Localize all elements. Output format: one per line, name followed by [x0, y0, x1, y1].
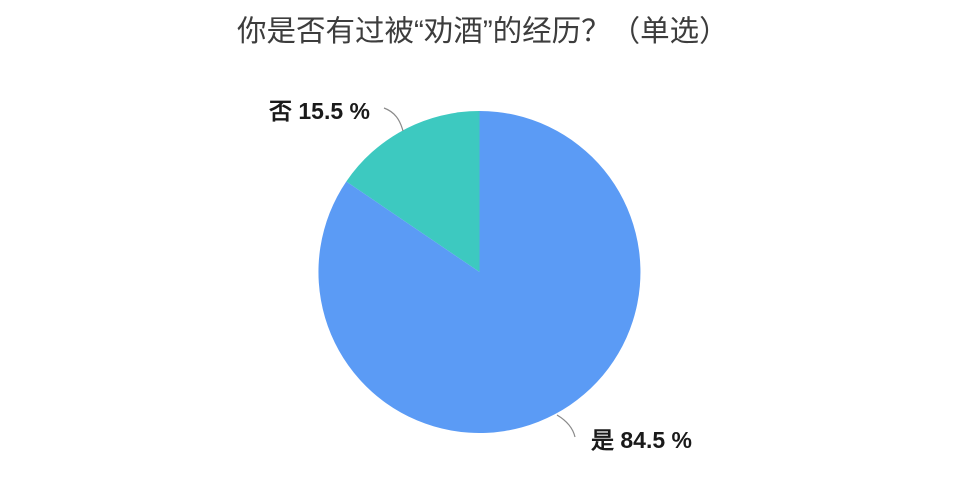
svg-text:是 84.5 %: 是 84.5 %: [591, 427, 692, 453]
svg-text:否 15.5 %: 否 15.5 %: [268, 98, 370, 124]
